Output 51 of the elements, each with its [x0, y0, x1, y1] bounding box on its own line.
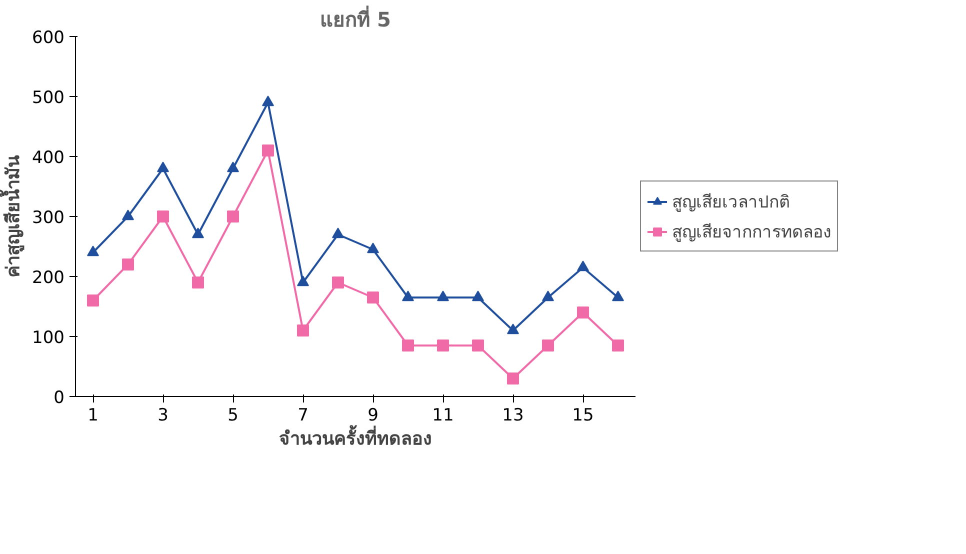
y-tick-label: 500 [32, 88, 65, 108]
point [262, 96, 274, 106]
y-tick-label: 300 [32, 208, 65, 228]
chart-title: แยกที่ 5 [320, 4, 391, 32]
point [192, 276, 204, 288]
y-tick-label: 100 [32, 328, 65, 348]
x-tick-label: 3 [158, 406, 168, 426]
point [437, 340, 449, 352]
x-tick-label: 11 [432, 406, 454, 426]
x-tick-label: 15 [572, 406, 594, 426]
point [122, 258, 134, 270]
y-axis-title: ค่าสูญเสียน้ำมัน [0, 154, 26, 278]
point [612, 290, 624, 302]
point [577, 306, 589, 318]
y-tick-label: 400 [32, 148, 65, 168]
point [227, 162, 239, 172]
x-tick-label: 7 [298, 406, 308, 426]
point [612, 340, 624, 352]
point [472, 340, 484, 352]
point [402, 340, 414, 352]
point [507, 372, 519, 384]
legend-label: สูญเสียเวลาปกติ [672, 192, 790, 214]
x-tick-label: 5 [228, 406, 238, 426]
legend-label: สูญเสียจากการทดลอง [672, 222, 831, 244]
point [157, 210, 169, 222]
point [122, 210, 134, 220]
point [297, 324, 309, 336]
x-tick-label: 9 [368, 406, 378, 426]
point [87, 246, 99, 256]
point [367, 242, 379, 254]
point [437, 290, 449, 302]
point [577, 260, 589, 272]
point [402, 290, 414, 302]
y-tick-label: 0 [54, 388, 65, 408]
point [297, 276, 309, 286]
y-tick-label: 600 [32, 28, 65, 48]
point [332, 276, 344, 288]
point [192, 228, 204, 238]
x-axis-title: จำนวนครั้งที่ทดลอง [279, 424, 432, 450]
x-tick-label: 13 [502, 406, 524, 426]
point [157, 162, 169, 172]
point [367, 292, 379, 304]
point [332, 228, 344, 238]
point [227, 210, 239, 222]
point [507, 324, 519, 334]
point [542, 290, 554, 302]
point [87, 294, 99, 306]
y-tick-label: 200 [32, 268, 65, 288]
point [542, 340, 554, 352]
point [472, 290, 484, 302]
x-tick-label: 1 [88, 406, 98, 426]
